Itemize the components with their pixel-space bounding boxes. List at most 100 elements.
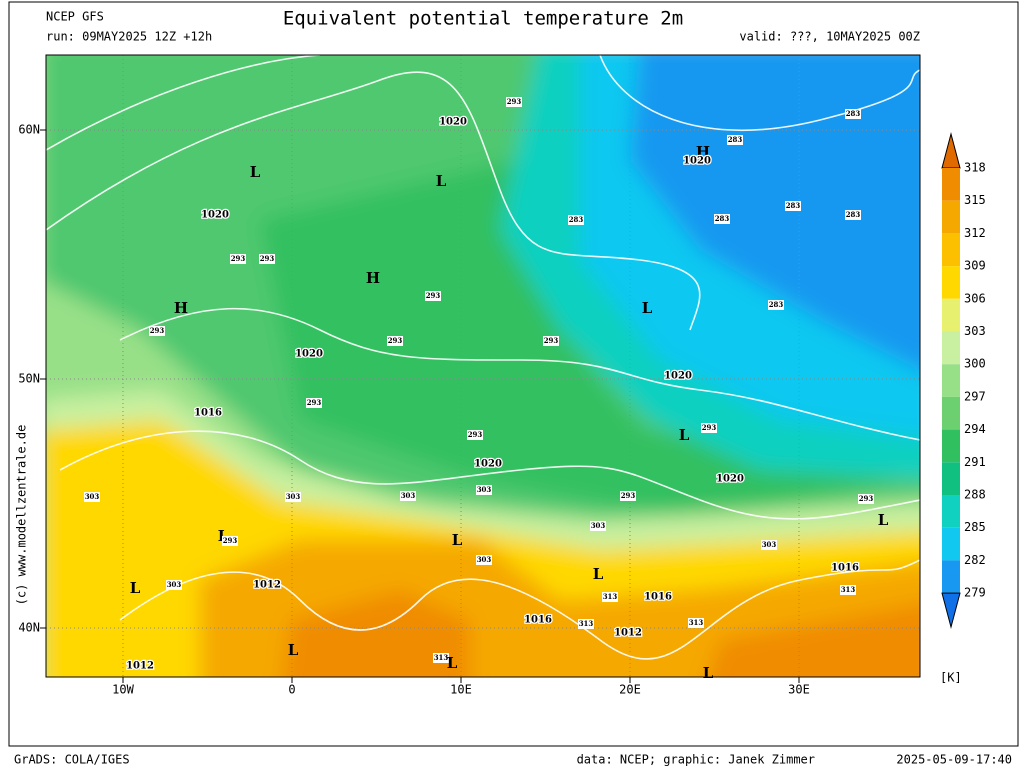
isobar-label: 1012 <box>614 628 642 639</box>
graticule <box>46 55 920 677</box>
pressure-center: L <box>130 579 141 597</box>
isotherm-label: 303 <box>591 521 606 530</box>
label-box <box>259 254 275 264</box>
label-box <box>768 300 784 310</box>
colorbar-box <box>942 527 960 561</box>
isotherm-label: 283 <box>769 300 784 309</box>
isotherm-label: 293 <box>859 494 874 503</box>
colorbar-box <box>942 331 960 365</box>
title: Equivalent potential temperature 2m <box>283 8 683 30</box>
lat-label: 40N <box>18 621 40 635</box>
colorbar-box <box>942 364 960 397</box>
label-box <box>688 618 704 628</box>
lat-label: 50N <box>18 372 40 386</box>
isotherm-label: 303 <box>762 540 777 549</box>
model: NCEP GFS <box>46 10 104 24</box>
colorbar-box <box>942 560 960 594</box>
colorbar-label: 288 <box>964 488 986 502</box>
isobar-label: 1016 <box>524 615 552 626</box>
label-box <box>714 214 730 224</box>
isotherm-label: 293 <box>702 423 717 432</box>
colorbar-box <box>942 462 960 495</box>
isotherm-label: 303 <box>167 580 182 589</box>
label-box <box>845 109 861 119</box>
label-box <box>400 491 416 501</box>
isotherm-label: 313 <box>603 592 618 601</box>
colorbar-box <box>942 495 960 528</box>
label-box <box>467 430 483 440</box>
label-box <box>590 521 606 531</box>
pressure-center: L <box>288 641 299 659</box>
pressure-center: L <box>679 426 690 444</box>
colorbar-label: 318 <box>964 161 986 175</box>
isobar-label: 1020 <box>716 474 744 485</box>
isotherm-label: 283 <box>846 210 861 219</box>
colorbar-label: 309 <box>964 259 986 273</box>
isotherm-label: 303 <box>401 491 416 500</box>
isobar-label: 1016 <box>831 563 859 574</box>
colorbar-box <box>942 429 960 463</box>
colorbar-label: 279 <box>964 586 986 600</box>
label-box <box>476 485 492 495</box>
isotherm-label: 293 <box>544 336 559 345</box>
pressure-center: H <box>174 299 188 317</box>
label-box <box>845 210 861 220</box>
label-box <box>578 619 594 629</box>
label-box <box>543 336 559 346</box>
label-box <box>387 336 403 346</box>
colorbar-label: 315 <box>964 193 986 207</box>
colorbar-label: 300 <box>964 357 986 371</box>
isotherm-label: 293 <box>231 254 246 263</box>
isotherm-label: 293 <box>426 291 441 300</box>
label-box <box>761 540 777 550</box>
label-box <box>84 492 100 502</box>
label-box <box>568 215 584 225</box>
isotherm-label: 293 <box>388 336 403 345</box>
isotherm-label: 293 <box>223 536 238 545</box>
colorbar-box <box>942 298 960 332</box>
label-box <box>602 592 618 602</box>
map-border <box>45 54 921 678</box>
isotherm-label: 313 <box>841 585 856 594</box>
label-box <box>506 97 522 107</box>
colorbar-arrow <box>941 132 961 169</box>
pressure-center: L <box>452 531 463 549</box>
isotherm-label: 293 <box>307 398 322 407</box>
isobar-label: 1020 <box>295 349 323 360</box>
isotherm-label: 293 <box>507 97 522 106</box>
isotherm-label: 283 <box>728 135 743 144</box>
colorbar-label: 291 <box>964 455 986 469</box>
pressure-center: L <box>642 299 653 317</box>
pressure-center: L <box>878 511 889 529</box>
footer-middle: data: NCEP; graphic: Janek Zimmer <box>577 753 815 767</box>
copyright: (c) www.modellzentrale.de <box>15 425 29 606</box>
isobar-label: 1020 <box>474 459 502 470</box>
isotherm-label: 293 <box>468 430 483 439</box>
label-box <box>727 135 743 145</box>
footer-right: 2025-05-09-17:40 <box>896 753 1012 767</box>
lon-label: 30E <box>788 683 810 697</box>
isobar-label: 1016 <box>194 408 222 419</box>
isotherm-label: 283 <box>569 215 584 224</box>
colorbar-label: 282 <box>964 553 986 567</box>
pressure-center: H <box>366 269 380 287</box>
isobar-label: 1020 <box>439 117 467 128</box>
isotherm-label: 283 <box>786 201 801 210</box>
isotherm-label: 303 <box>85 492 100 501</box>
lat-label: 60N <box>18 123 40 137</box>
field <box>46 55 920 677</box>
isobar-label: 1020 <box>201 210 229 221</box>
colorbar-box <box>942 168 960 201</box>
map <box>46 55 920 677</box>
pressure-center: L <box>593 565 604 583</box>
isotherm-label: 283 <box>846 109 861 118</box>
isotherm-label: 303 <box>477 555 492 564</box>
label-box <box>222 536 238 546</box>
colorbar-label: 306 <box>964 291 986 305</box>
pressure-center: L <box>703 664 714 682</box>
pressure-center: L <box>250 163 261 181</box>
isobar-label: 1020 <box>683 156 711 167</box>
label-box <box>840 585 856 595</box>
label-box <box>149 326 165 336</box>
